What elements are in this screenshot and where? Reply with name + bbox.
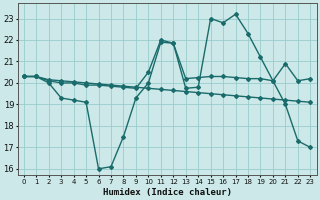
X-axis label: Humidex (Indice chaleur): Humidex (Indice chaleur): [102, 188, 232, 197]
